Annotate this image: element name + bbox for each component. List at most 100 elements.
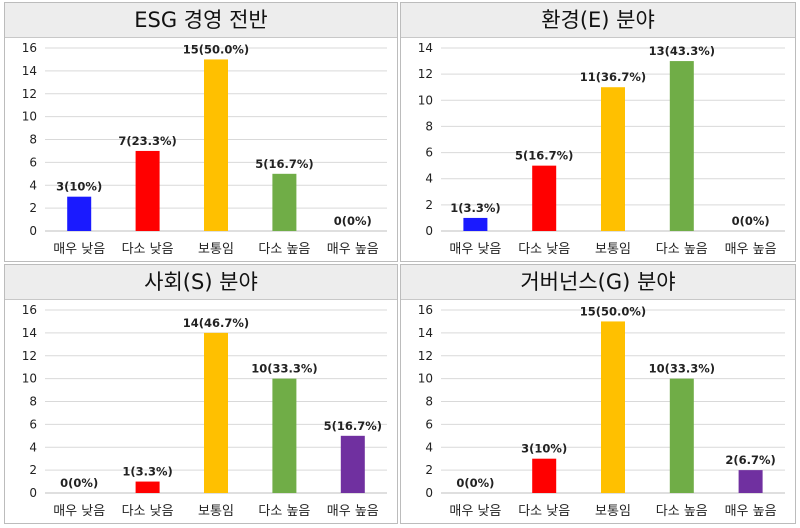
data-label: 1(3.3%) xyxy=(122,465,172,479)
bar xyxy=(204,59,228,231)
x-tick-label: 매우 높음 xyxy=(327,504,379,519)
y-tick-label: 6 xyxy=(425,146,433,160)
chart-panel-esg: ESG 경영 전반 0 2 4 6 8 10 12 14 16 3(10%) 매우 낮음 7(23.3… xyxy=(4,2,398,262)
y-tick-label: 6 xyxy=(29,155,37,169)
y-tick-label: 12 xyxy=(418,67,433,81)
bar xyxy=(669,61,694,231)
data-label: 3(10%) xyxy=(56,180,102,194)
y-tick-label: 12 xyxy=(418,349,433,363)
y-tick-label: 4 xyxy=(29,178,37,192)
y-tick-label: 14 xyxy=(22,64,37,78)
data-label: 0(0%) xyxy=(334,214,372,228)
data-label: 10(33.3%) xyxy=(251,362,317,376)
data-label: 13(43.3%) xyxy=(649,44,715,58)
data-label: 5(16.7%) xyxy=(515,149,573,163)
chart-title: ESG 경영 전반 xyxy=(5,3,397,38)
y-tick-label: 10 xyxy=(418,372,433,386)
y-tick-label: 14 xyxy=(22,326,37,340)
x-tick-label: 보통임 xyxy=(595,242,631,257)
y-tick-label: 16 xyxy=(22,41,37,55)
bar-chart-environment: 0 2 4 6 8 10 12 14 1(3.3%) 매우 낮음 5(16.7%) 다소 낮음 11(3… xyxy=(418,41,785,257)
y-tick-label: 0 xyxy=(425,486,433,500)
bar xyxy=(738,470,763,493)
y-tick-label: 6 xyxy=(29,417,37,431)
bar xyxy=(272,173,297,231)
chart-title: 환경(E) 분야 xyxy=(401,3,795,38)
data-label: 2(6.7%) xyxy=(725,453,775,467)
x-tick-label: 매우 낮음 xyxy=(449,504,501,519)
x-tick-label: 매우 높음 xyxy=(725,504,777,519)
bar xyxy=(340,435,365,493)
bar xyxy=(532,458,557,493)
bar xyxy=(135,481,160,493)
bar xyxy=(272,378,297,493)
y-tick-label: 0 xyxy=(425,224,433,238)
data-label: 0(0%) xyxy=(456,476,494,490)
x-tick-label: 다소 높음 xyxy=(258,504,310,519)
y-tick-label: 10 xyxy=(22,110,37,124)
x-tick-label: 매우 낮음 xyxy=(53,504,105,519)
x-tick-label: 다소 낮음 xyxy=(122,504,174,519)
y-tick-label: 8 xyxy=(29,133,37,147)
bar xyxy=(135,150,160,231)
y-tick-label: 14 xyxy=(418,41,433,55)
chart-title: 거버넌스(G) 분야 xyxy=(401,265,795,300)
bar-chart-governance: 0 2 4 6 8 10 12 14 16 0(0%) 매우 낮음 3(10%) 다소 낮음 15(50.… xyxy=(418,303,785,519)
y-tick-label: 4 xyxy=(425,440,433,454)
y-tick-label: 10 xyxy=(22,372,37,386)
bar-chart-social: 0 2 4 6 8 10 12 14 16 0(0%) 매우 낮음 1(3.3%) 다소 낮음 14(46… xyxy=(22,303,387,519)
y-tick-label: 2 xyxy=(29,201,37,215)
chart-panel-governance: 거버넌스(G) 분야 0 2 4 6 8 10 12 14 16 0(0%) 매우 낮음 3(10%)… xyxy=(400,264,796,524)
y-tick-label: 2 xyxy=(29,463,37,477)
data-label: 14(46.7%) xyxy=(183,316,249,330)
data-label: 5(16.7%) xyxy=(255,157,313,171)
x-tick-label: 다소 낮음 xyxy=(122,242,174,257)
x-tick-label: 다소 높음 xyxy=(258,242,310,257)
y-tick-label: 8 xyxy=(425,395,433,409)
data-label: 1(3.3%) xyxy=(450,201,500,215)
y-tick-label: 14 xyxy=(418,326,433,340)
chart-title: 사회(S) 분야 xyxy=(5,265,397,300)
y-tick-label: 2 xyxy=(425,198,433,212)
bar xyxy=(669,378,694,493)
y-tick-label: 6 xyxy=(425,417,433,431)
x-tick-label: 매우 높음 xyxy=(725,242,777,257)
y-tick-label: 10 xyxy=(418,93,433,107)
y-tick-label: 8 xyxy=(425,119,433,133)
x-tick-label: 다소 높음 xyxy=(656,504,708,519)
x-tick-label: 매우 낮음 xyxy=(449,242,501,257)
data-label: 3(10%) xyxy=(521,442,567,456)
y-tick-label: 4 xyxy=(29,440,37,454)
y-tick-label: 4 xyxy=(425,172,433,186)
data-label: 0(0%) xyxy=(60,476,98,490)
bar xyxy=(463,217,488,231)
bar xyxy=(204,332,228,493)
x-tick-label: 보통임 xyxy=(198,242,234,257)
data-label: 15(50.0%) xyxy=(183,42,249,56)
y-tick-label: 16 xyxy=(22,303,37,317)
data-label: 10(33.3%) xyxy=(649,362,715,376)
x-tick-label: 다소 높음 xyxy=(656,242,708,257)
bar xyxy=(67,196,92,231)
bar xyxy=(601,321,625,493)
x-tick-label: 다소 낮음 xyxy=(518,242,570,257)
y-tick-label: 12 xyxy=(22,87,37,101)
x-tick-label: 보통임 xyxy=(198,504,234,519)
x-tick-label: 매우 낮음 xyxy=(53,242,105,257)
x-tick-label: 보통임 xyxy=(595,504,631,519)
data-label: 15(50.0%) xyxy=(580,304,646,318)
chart-panel-environment: 환경(E) 분야 0 2 4 6 8 10 12 14 1(3.3%) 매우 낮음 5(16.7%)… xyxy=(400,2,796,262)
y-tick-label: 16 xyxy=(418,303,433,317)
bar-chart-esg: 0 2 4 6 8 10 12 14 16 3(10%) 매우 낮음 7(23.3%) 다소 낮음 15(… xyxy=(22,41,387,257)
y-tick-label: 8 xyxy=(29,395,37,409)
x-tick-label: 매우 높음 xyxy=(327,242,379,257)
y-tick-label: 12 xyxy=(22,349,37,363)
data-label: 5(16.7%) xyxy=(324,419,382,433)
y-tick-label: 0 xyxy=(29,486,37,500)
bar xyxy=(601,87,625,231)
data-label: 7(23.3%) xyxy=(118,134,176,148)
chart-panel-social: 사회(S) 분야 0 2 4 6 8 10 12 14 16 0(0%) 매우 낮음 1(3.3%) 다… xyxy=(4,264,398,524)
data-label: 0(0%) xyxy=(732,214,770,228)
bar xyxy=(532,165,557,231)
data-label: 11(36.7%) xyxy=(580,70,646,84)
